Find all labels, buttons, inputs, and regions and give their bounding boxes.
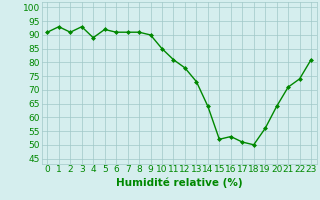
X-axis label: Humidité relative (%): Humidité relative (%) [116, 177, 243, 188]
